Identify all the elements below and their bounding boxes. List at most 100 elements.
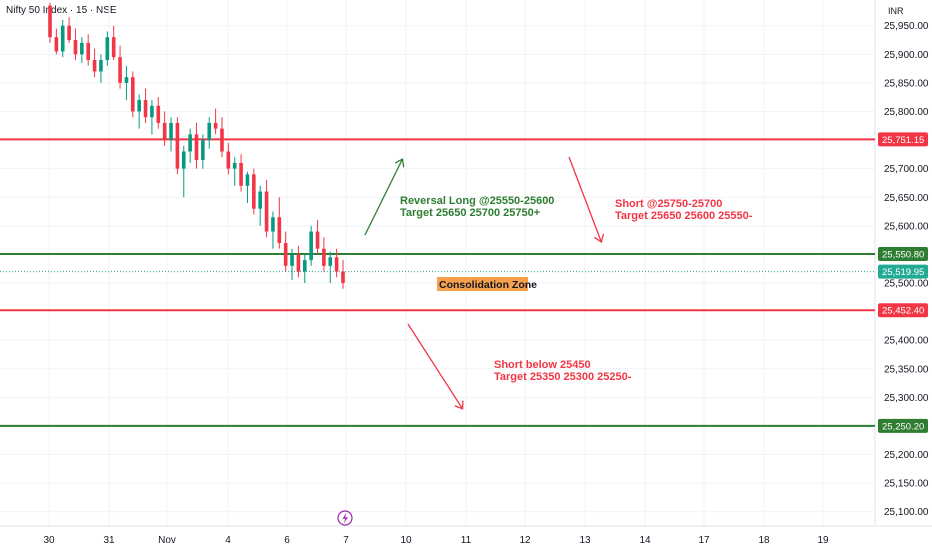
candle-body	[118, 57, 122, 83]
candle-body	[111, 37, 116, 58]
price-tag-label: 25,751.15	[882, 135, 924, 146]
candle-body	[67, 25, 71, 41]
price-tag-label: 25,519.95	[882, 267, 924, 278]
x-tick-label: Nov	[158, 535, 176, 546]
breakdown-setup-line2: Target 25350 25300 25250-	[494, 371, 632, 383]
candle-body	[156, 105, 161, 123]
candle-body	[54, 37, 59, 52]
candle-body	[105, 37, 110, 61]
y-tick-label: 25,650.00	[884, 193, 929, 204]
lightning-icon[interactable]	[337, 510, 353, 526]
candle-body	[232, 162, 237, 169]
y-tick-label: 25,150.00	[884, 479, 929, 490]
candle-body	[169, 122, 173, 141]
candle-body	[283, 242, 288, 266]
y-tick-label: 25,700.00	[884, 164, 929, 175]
price-tag-bg	[878, 246, 928, 261]
short-setup-line2: Target 25650 25600 25550-	[615, 210, 753, 222]
candle-body	[73, 40, 78, 55]
candle-body	[290, 254, 294, 266]
candle-body	[175, 122, 180, 169]
candle-body	[213, 122, 218, 129]
candle-body	[341, 271, 345, 284]
y-tick-label: 25,200.00	[884, 450, 929, 461]
candle-body	[258, 191, 262, 209]
y-tick-label: 25,850.00	[884, 78, 929, 89]
long-setup-line1: Reversal Long @25550-25600	[400, 195, 554, 207]
y-tick-label: 25,950.00	[884, 21, 929, 32]
x-tick-label: 7	[343, 535, 349, 546]
candle-body	[86, 42, 91, 61]
price-tag-label: 25,550.80	[882, 249, 924, 260]
y-tick-label: 25,800.00	[884, 107, 929, 118]
candle-body	[239, 162, 243, 186]
vertical-gridlines	[48, 0, 824, 526]
candle-body	[188, 134, 192, 152]
x-tick-label: 14	[639, 535, 651, 546]
price-tag-bg	[878, 264, 928, 279]
candlestick-series	[48, 2, 345, 289]
x-tick-label: 4	[225, 535, 231, 546]
x-tick-label: 13	[579, 535, 591, 546]
breakdown-setup-line1: Short below 25450	[494, 359, 591, 371]
price-tag-bg	[878, 418, 928, 433]
long-setup-line2: Target 25650 25700 25750+	[400, 207, 540, 219]
candle-body	[80, 42, 84, 55]
x-tick-label: 11	[461, 535, 472, 546]
consolidation-zone-label: Consolidation Zone	[439, 279, 537, 291]
long-arrow	[364, 160, 402, 236]
price-tag-bg	[878, 303, 928, 318]
candle-body	[245, 174, 250, 186]
candle-body	[207, 122, 212, 141]
candle-body	[226, 151, 231, 169]
candle-body	[277, 217, 282, 243]
short-setup-line1: Short @25750-25700	[615, 198, 722, 210]
x-axis-ticks: 30 31 Nov 4 6 7 10 11 12 13 14 17 18 19	[43, 535, 829, 546]
candle-body	[181, 151, 186, 169]
candle-body	[124, 77, 129, 83]
short-arrow-lower	[407, 323, 462, 408]
y-tick-label: 25,100.00	[884, 507, 929, 518]
candle-body	[302, 260, 307, 272]
x-tick-label: 17	[698, 535, 710, 546]
x-tick-label: 18	[758, 535, 770, 546]
short-arrow-upper	[568, 156, 601, 241]
y-tick-label: 25,500.00	[884, 279, 929, 290]
candle-body	[328, 257, 333, 266]
candle-body	[220, 128, 224, 152]
price-tags: 25,751.15 25,550.80 25,519.95 25,452.40 25,2…	[878, 132, 928, 433]
candle-body	[271, 217, 275, 232]
candle-body	[315, 231, 320, 249]
candle-body	[48, 5, 52, 38]
candle-body	[201, 140, 205, 161]
y-tick-label: 25,400.00	[884, 336, 929, 347]
y-tick-label: 25,600.00	[884, 221, 929, 232]
candle-body	[334, 257, 339, 272]
y-tick-label: 25,350.00	[884, 364, 929, 375]
candle-body	[264, 191, 269, 232]
price-tag-bg	[878, 132, 928, 147]
x-tick-label: 12	[519, 535, 531, 546]
candle-body	[162, 122, 167, 141]
x-tick-label: 6	[284, 535, 290, 546]
candle-body	[252, 174, 256, 209]
candle-body	[309, 231, 313, 261]
price-tag-label: 25,452.40	[882, 306, 924, 317]
x-tick-label: 10	[400, 535, 412, 546]
horizontal-gridlines	[0, 25, 875, 513]
candle-body	[99, 60, 103, 72]
x-tick-label: 30	[43, 535, 55, 546]
x-tick-label: 19	[817, 535, 829, 546]
candle-body	[296, 254, 301, 272]
candle-body	[194, 134, 199, 161]
x-tick-label: 31	[103, 535, 115, 546]
candle-body	[143, 100, 148, 118]
candle-body	[131, 77, 135, 112]
y-tick-label: 25,300.00	[884, 393, 929, 404]
price-tag-label: 25,250.20	[882, 421, 924, 432]
price-levels	[0, 138, 875, 427]
currency-label: INR	[888, 6, 904, 16]
candle-body	[322, 248, 326, 266]
candle-body	[137, 100, 141, 112]
